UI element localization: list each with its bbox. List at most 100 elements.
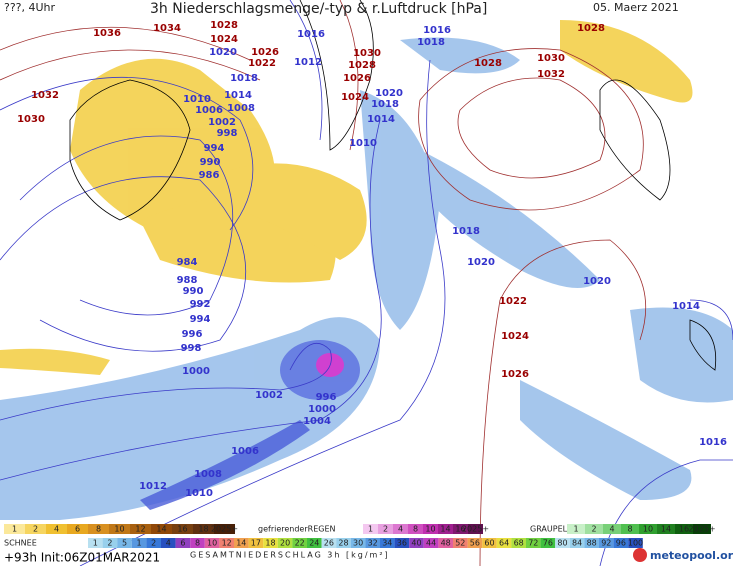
legend-swatch <box>117 538 132 548</box>
isobar-label: 1034 <box>153 23 181 34</box>
legend-swatch <box>378 524 393 534</box>
isobar-label: 1020 <box>209 47 237 58</box>
isobar-label: 996 <box>316 392 337 403</box>
isobar-label: 1014 <box>672 301 700 312</box>
legend-swatch <box>248 538 264 548</box>
legend-value: 4 <box>54 525 59 534</box>
isobar-label: 1012 <box>294 57 322 68</box>
isobar-label: 1000 <box>308 404 336 415</box>
precip-heavy <box>140 340 360 510</box>
legend-swatch <box>321 538 337 548</box>
legend-swatch <box>46 524 67 534</box>
legend-swatch <box>613 538 629 548</box>
run-label: ???, 4Uhr <box>4 1 56 14</box>
brand: meteopool.org <box>650 549 733 562</box>
legend-value: 60 <box>484 539 494 548</box>
legend-swatch <box>109 524 130 534</box>
isobar-label: 1014 <box>224 90 252 101</box>
isobar-label: 1006 <box>195 105 223 116</box>
legend-swatch <box>67 524 88 534</box>
legend-value: 16 <box>455 525 465 534</box>
isobar-label: 1014 <box>367 114 395 125</box>
legend-value: 2025+ <box>211 525 238 534</box>
legend-swatch <box>453 538 468 548</box>
legend-value: 80 <box>557 539 567 548</box>
isobar-label: 1010 <box>185 488 213 499</box>
legend-value: 8 <box>413 525 418 534</box>
legend-swatch <box>468 524 483 534</box>
isobar-label: 1008 <box>227 103 255 114</box>
legend-swatch <box>408 524 423 534</box>
legend-value: 24 <box>309 539 319 548</box>
isobar-label: 1026 <box>343 73 371 84</box>
legend-value: 14 <box>156 525 166 534</box>
legend-value: 100 <box>628 539 643 548</box>
legend-value: 40 <box>411 539 421 548</box>
isobar-label: 1010 <box>349 138 377 149</box>
legend-value: 96 <box>616 539 626 548</box>
legend-swatch <box>363 524 378 534</box>
legend-swatch <box>599 538 614 548</box>
legend-value: 52 <box>455 539 465 548</box>
legend-swatch <box>151 524 172 534</box>
isobar-label: 986 <box>199 170 220 181</box>
legend-value: 30 <box>353 539 363 548</box>
isobar-label: 990 <box>183 286 204 297</box>
legend-swatch <box>161 538 176 548</box>
isobar-label: 1026 <box>501 369 529 380</box>
legend-swatch <box>380 538 395 548</box>
legend-swatch <box>214 524 235 534</box>
isobar-label: 1004 <box>303 416 331 427</box>
legend-swatch <box>292 538 307 548</box>
legend-swatch <box>603 524 621 534</box>
legend-swatch <box>526 538 541 548</box>
isobar-label: 1028 <box>577 23 605 34</box>
legend-value: 2 <box>151 539 156 548</box>
isobar-label: 1022 <box>248 58 276 69</box>
isobar-label: 994 <box>204 143 225 154</box>
legend-title: GESAMTNIEDERSCHLAG 3h [kg/m²] <box>190 551 390 560</box>
isobar-label: 1024 <box>341 92 369 103</box>
legend-swatch <box>175 538 191 548</box>
legend-value: 1 <box>12 525 17 534</box>
legend-value: 32 <box>368 539 378 548</box>
legend-value: 6 <box>180 539 185 548</box>
isobar-label: 1010 <box>183 94 211 105</box>
isobar-label: 998 <box>217 128 238 139</box>
legend-value: 6 <box>75 525 80 534</box>
isobar-label: 1024 <box>210 34 238 45</box>
legend-value: 36 <box>397 539 407 548</box>
isobar-label: 1028 <box>210 20 238 31</box>
legend-value: 2 <box>591 525 596 534</box>
init-time: +93h Init:06Z01MAR2021 <box>4 551 160 565</box>
valid-date: 05. Maerz 2021 <box>593 1 679 14</box>
isobar-label: 1018 <box>452 226 480 237</box>
legend-value: 4 <box>609 525 614 534</box>
legend-title: gefrierenderREGEN <box>258 525 336 534</box>
legend-value: 8 <box>96 525 101 534</box>
legend-value: 16 <box>679 525 689 534</box>
legend-value: 14 <box>661 525 671 534</box>
isobar-label: 1028 <box>348 60 376 71</box>
legend-swatch <box>693 524 711 534</box>
isobar-label: 1020 <box>467 257 495 268</box>
legend-value: 14 <box>236 539 246 548</box>
isobar-label: 1016 <box>423 25 451 36</box>
isobar-label: 1024 <box>501 331 529 342</box>
legend-value: 2025+ <box>688 525 715 534</box>
isobar-label: 1030 <box>353 48 381 59</box>
brand-logo <box>633 548 647 562</box>
isobar-label: 1018 <box>230 73 258 84</box>
legend-swatch <box>496 538 512 548</box>
legend-value: 10 <box>425 525 435 534</box>
legend-value: 12 <box>222 539 232 548</box>
legend-title: GRAUPEL <box>530 525 568 534</box>
legend-value: 10 <box>207 539 217 548</box>
legend-swatch <box>336 538 351 548</box>
isobar-label: 1006 <box>231 446 259 457</box>
legend-value: 76 <box>543 539 553 548</box>
legend-swatch <box>131 538 147 548</box>
isobar-label: 1008 <box>194 469 222 480</box>
legend-value: 2 <box>33 525 38 534</box>
legend-swatch <box>190 538 205 548</box>
